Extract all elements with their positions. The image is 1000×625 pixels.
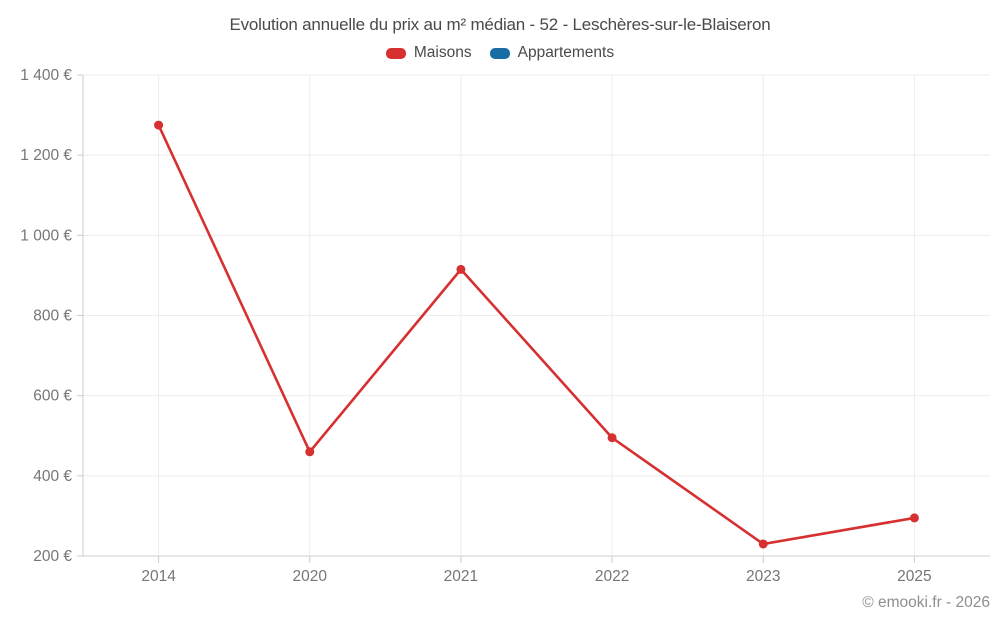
chart-title: Evolution annuelle du prix au m² médian … (229, 15, 771, 34)
x-tick-label: 2020 (293, 568, 328, 585)
y-tick-label: 1 400 € (20, 67, 72, 84)
appartements-swatch-icon (489, 47, 510, 59)
y-tick-label: 600 € (33, 388, 72, 405)
legend-label-appartements: Appartements (517, 44, 615, 61)
x-tick-label: 2023 (746, 568, 780, 585)
legend-item-appartements[interactable]: Appartements (489, 44, 615, 62)
x-tick-label: 2014 (141, 568, 176, 585)
y-tick-label: 400 € (33, 468, 72, 485)
data-point-maisons-2014[interactable] (154, 120, 164, 130)
chart-legend: Maisons Appartements (0, 44, 1000, 62)
y-tick-label: 1 200 € (20, 147, 72, 164)
data-point-maisons-2020[interactable] (305, 447, 315, 457)
data-point-maisons-2023[interactable] (758, 539, 768, 549)
x-tick-label: 2022 (595, 568, 629, 585)
data-point-maisons-2025[interactable] (909, 513, 919, 523)
legend-label-maisons: Maisons (413, 44, 472, 61)
data-point-maisons-2022[interactable] (607, 433, 617, 443)
legend-item-maisons[interactable]: Maisons (385, 44, 472, 62)
x-tick-label: 2025 (897, 568, 931, 585)
y-tick-label: 1 000 € (20, 227, 72, 244)
data-point-maisons-2021[interactable] (456, 264, 466, 274)
y-tick-label: 800 € (33, 308, 72, 325)
x-tick-label: 2021 (444, 568, 478, 585)
copyright-text: © emooki.fr - 2026 (862, 594, 990, 611)
maisons-swatch-icon (385, 47, 406, 59)
y-tick-label: 200 € (33, 548, 72, 565)
maisons-line (157, 124, 915, 546)
